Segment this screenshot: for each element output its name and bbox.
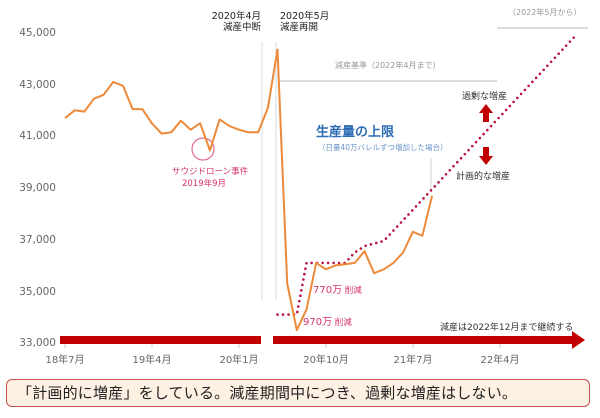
y-tick: 41,000	[19, 130, 56, 142]
excess-increase-label: 過剰な増産	[462, 92, 508, 102]
cap-title: 生産量の上限	[316, 125, 395, 140]
reduction-continue-label: 減産は2022年12月まで継続する	[440, 323, 574, 333]
cut-970-unit: 削減	[332, 318, 352, 328]
production-series-line	[64, 48, 434, 332]
y-tick: 37,000	[19, 234, 56, 246]
drone-event-label: サウジドローン事件 2019年9月	[172, 165, 249, 189]
event-may-label: 減産再開	[280, 22, 319, 33]
baseline-label-2: （2022年5月から）	[508, 8, 582, 17]
x-tick: 22年4月	[480, 355, 520, 366]
x-tick: 18年7月	[45, 355, 85, 366]
x-tick: 19年4月	[132, 355, 172, 366]
event-apr-date: 2020年4月	[211, 11, 261, 22]
cap-subtitle: （日量40万バレルずつ増加した場合）	[318, 143, 448, 152]
x-tick: 20年10月	[303, 355, 349, 366]
baseline-label-1: 減産基準（2022年4月まで）	[335, 61, 441, 70]
y-tick: 45,000	[19, 27, 56, 39]
y-tick: 33,000	[19, 337, 56, 349]
drone-event-date: 2019年9月	[181, 179, 227, 189]
cut-770-label: 770万 削減	[313, 281, 362, 296]
plot-area	[60, 27, 588, 349]
event-annotation-apr: 2020年4月 減産中断	[206, 11, 261, 33]
cut-970-value: 970万	[303, 317, 333, 328]
cut-770-value: 770万	[313, 285, 343, 296]
summary-callout: 「計画的に増産」をしている。減産期間中につき、過剰な増産はしない。	[6, 379, 590, 407]
cap-series-line	[276, 32, 579, 316]
event-annotation-may: 2020年5月 減産再開	[280, 11, 329, 33]
x-tick: 21年7月	[393, 355, 433, 366]
y-tick: 39,000	[19, 182, 56, 194]
cut-770-unit: 削減	[342, 286, 362, 296]
reduction-arrow	[60, 331, 585, 349]
y-tick: 43,000	[19, 79, 56, 91]
event-may-date: 2020年5月	[280, 11, 330, 22]
drone-event-title: サウジドローン事件	[172, 167, 249, 177]
x-tick: 20年1月	[219, 355, 259, 366]
drone-event-circle	[191, 137, 215, 161]
arrow-up-icon	[479, 104, 493, 122]
y-tick: 35,000	[19, 286, 56, 298]
production-chart: 45,000 43,000 41,000 39,000 37,000 35,00…	[19, 8, 588, 366]
event-apr-label: 減産中断	[222, 22, 261, 33]
cut-970-label: 970万 削減	[303, 313, 352, 328]
planned-increase-label: 計画的な増産	[456, 172, 511, 182]
arrow-down-icon	[479, 147, 493, 165]
